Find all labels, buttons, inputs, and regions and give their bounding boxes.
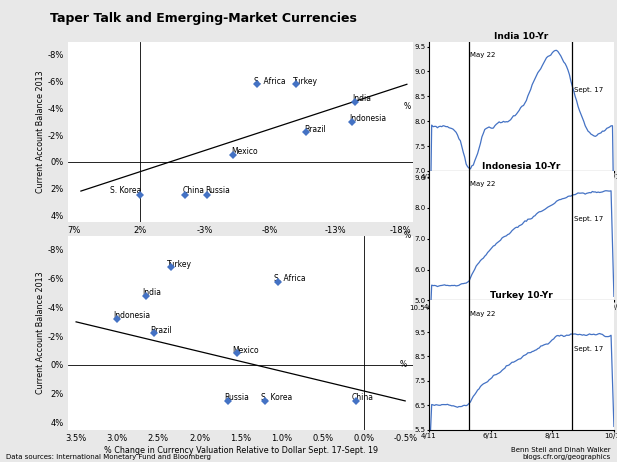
- Title: Indonesia 10-Yr: Indonesia 10-Yr: [482, 162, 561, 171]
- Y-axis label: Current Account Balance 2013: Current Account Balance 2013: [36, 271, 44, 394]
- Text: S. Africa: S. Africa: [254, 77, 286, 85]
- Text: Russia: Russia: [224, 393, 249, 402]
- Text: China: China: [183, 186, 205, 195]
- Text: Sept. 17: Sept. 17: [574, 216, 603, 222]
- Y-axis label: %: %: [404, 231, 411, 240]
- Text: Benn Steil and Dinah Walker
blogs.cfr.org/geographics: Benn Steil and Dinah Walker blogs.cfr.or…: [511, 447, 611, 460]
- Text: May 22: May 22: [470, 52, 496, 58]
- Text: India: India: [352, 94, 371, 103]
- Text: Sept. 17: Sept. 17: [574, 346, 603, 352]
- Text: Mexico: Mexico: [231, 147, 257, 156]
- Text: S. Korea: S. Korea: [110, 186, 141, 195]
- Text: Sept. 17: Sept. 17: [574, 87, 603, 93]
- X-axis label: % Change in Currency Valuation Relative to Dollar May 22-Sept. 17: % Change in Currency Valuation Relative …: [106, 238, 376, 247]
- X-axis label: % Change in Currency Valuation Relative to Dollar Sept. 17-Sept. 19: % Change in Currency Valuation Relative …: [104, 446, 378, 455]
- Y-axis label: %: %: [404, 102, 411, 111]
- Title: India 10-Yr: India 10-Yr: [494, 32, 549, 42]
- Text: Mexico: Mexico: [233, 346, 259, 355]
- Title: Turkey 10-Yr: Turkey 10-Yr: [490, 291, 553, 300]
- Text: Turkey: Turkey: [167, 260, 192, 269]
- Text: Data sources: International Monetary Fund and Bloomberg: Data sources: International Monetary Fun…: [6, 454, 211, 460]
- Y-axis label: Current Account Balance 2013: Current Account Balance 2013: [36, 70, 44, 193]
- Text: S. Korea: S. Korea: [261, 393, 292, 402]
- Text: India: India: [142, 288, 161, 298]
- Y-axis label: %: %: [399, 360, 407, 370]
- Text: Indonesia: Indonesia: [113, 311, 151, 321]
- Text: Russia: Russia: [205, 186, 230, 195]
- Text: May 22: May 22: [470, 181, 496, 187]
- Text: Brazil: Brazil: [304, 125, 326, 134]
- Text: Brazil: Brazil: [150, 326, 172, 335]
- Text: Taper Talk and Emerging-Market Currencies: Taper Talk and Emerging-Market Currencie…: [50, 12, 357, 24]
- Text: Turkey: Turkey: [294, 77, 318, 85]
- Text: Indonesia: Indonesia: [349, 114, 387, 123]
- Text: China: China: [352, 393, 374, 402]
- Text: S. Africa: S. Africa: [273, 274, 305, 283]
- Text: May 22: May 22: [470, 310, 496, 316]
